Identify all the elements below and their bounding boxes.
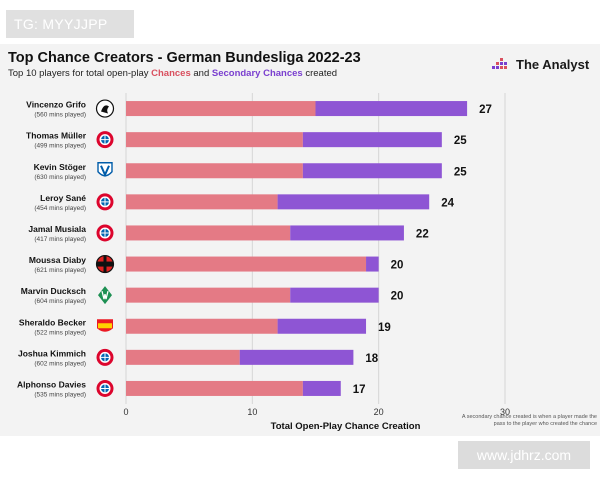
badge-diamond xyxy=(101,228,109,237)
bayern-badge-icon xyxy=(96,193,114,211)
total-value-label: 25 xyxy=(454,166,467,178)
bayern-badge-icon xyxy=(96,131,114,149)
minutes-played-label: (602 mins played) xyxy=(34,360,86,367)
total-value-label: 18 xyxy=(365,353,378,365)
badge-diamond xyxy=(101,384,109,393)
subtitle-chances: Chances xyxy=(151,68,191,79)
analyst-logo-icon xyxy=(492,58,507,69)
subtitle-and: and xyxy=(190,68,212,79)
brand-logo: The Analyst xyxy=(492,56,589,72)
x-tick-label: 30 xyxy=(500,407,510,417)
minutes-played-label: (630 mins played) xyxy=(34,174,86,181)
bayern-badge-icon xyxy=(96,224,114,242)
player-name-label: Leroy Sané xyxy=(40,193,86,203)
minutes-played-label: (417 mins played) xyxy=(34,236,86,243)
badge-raven xyxy=(101,105,109,114)
bochum-badge-icon xyxy=(97,162,113,178)
minutes-played-label: (604 mins played) xyxy=(34,298,86,305)
x-tick-label: 0 xyxy=(123,407,128,417)
leverkusen-badge-icon xyxy=(95,254,115,274)
badge-diamond xyxy=(101,353,109,362)
badge-diamond xyxy=(101,135,109,144)
total-value-label: 20 xyxy=(391,291,404,303)
badge-diamond xyxy=(101,197,109,206)
union-badge-icon xyxy=(97,319,113,332)
watermark-top: TG: MYYJJPP xyxy=(6,10,134,38)
chart-subtitle: Top 10 players for total open-play Chanc… xyxy=(8,68,337,79)
bar-chances xyxy=(126,318,278,334)
freiburg-badge-icon xyxy=(95,99,115,118)
bar-secondary xyxy=(302,380,341,396)
badge-band xyxy=(98,323,112,329)
player-name-label: Sheraldo Becker xyxy=(19,317,87,327)
bar-secondary xyxy=(302,132,442,148)
bar-secondary xyxy=(302,163,442,179)
badge-w xyxy=(101,290,109,300)
x-tick-label: 20 xyxy=(374,407,384,417)
player-name-label: Kevin Stöger xyxy=(34,162,87,172)
minutes-played-label: (560 mins played) xyxy=(34,112,86,119)
player-name-label: Joshua Kimmich xyxy=(18,348,86,358)
bar-chances xyxy=(126,349,240,365)
badge-cross xyxy=(103,256,107,273)
minutes-played-label: (522 mins played) xyxy=(34,329,86,336)
minutes-played-label: (454 mins played) xyxy=(34,205,86,212)
footnote: A secondary chance created is when a pla… xyxy=(461,414,597,428)
bar-secondary xyxy=(366,256,379,272)
minutes-played-label: (499 mins played) xyxy=(34,143,86,150)
brand-name: The Analyst xyxy=(516,56,590,72)
player-name-label: Jamal Musiala xyxy=(28,224,86,234)
total-value-label: 19 xyxy=(378,322,391,334)
player-name-label: Alphonso Davies xyxy=(17,379,86,389)
bar-chances xyxy=(126,380,303,396)
subtitle-secondary: Secondary Chances xyxy=(211,68,303,79)
bar-chances xyxy=(126,287,291,303)
minutes-played-label: (535 mins played) xyxy=(34,391,86,398)
bar-chances xyxy=(126,101,316,117)
bar-secondary xyxy=(290,287,379,303)
player-name-label: Vincenzo Grifo xyxy=(26,100,86,110)
bar-secondary xyxy=(315,101,468,117)
bar-secondary xyxy=(290,225,404,241)
chart-title: Top Chance Creators - German Bundesliga … xyxy=(8,50,361,66)
total-value-label: 20 xyxy=(391,260,404,272)
player-name-label: Moussa Diaby xyxy=(29,255,86,265)
total-value-label: 24 xyxy=(441,197,454,209)
bar-chances xyxy=(126,256,367,272)
bar-chances xyxy=(126,225,291,241)
bayern-badge-icon xyxy=(96,348,114,366)
player-name-label: Thomas Müller xyxy=(26,131,87,141)
x-axis-label: Total Open-Play Chance Creation xyxy=(271,421,421,432)
x-tick-label: 10 xyxy=(247,407,257,417)
minutes-played-label: (621 mins played) xyxy=(34,267,86,274)
total-value-label: 27 xyxy=(479,104,492,116)
bar-chances xyxy=(126,132,303,148)
badge-v xyxy=(100,165,110,178)
player-name-label: Marvin Ducksch xyxy=(21,286,86,296)
bar-chart: 0 10 20 30 Total Open-Play Chance Creation 27… xyxy=(17,93,510,432)
bar-chances xyxy=(126,194,278,210)
total-value-label: 25 xyxy=(454,135,467,147)
subtitle-prefix: Top 10 players for total open-play xyxy=(8,68,152,79)
bar-chances xyxy=(126,163,303,179)
total-value-label: 17 xyxy=(353,384,366,396)
watermark-bottom: www.jdhrz.com xyxy=(458,441,590,469)
total-value-label: 22 xyxy=(416,228,429,240)
bar-secondary xyxy=(239,349,354,365)
bayern-badge-icon xyxy=(96,379,114,397)
bar-secondary xyxy=(277,318,367,334)
subtitle-suffix: created xyxy=(302,68,338,79)
bar-secondary xyxy=(277,194,430,210)
werder-badge-icon xyxy=(98,286,112,305)
